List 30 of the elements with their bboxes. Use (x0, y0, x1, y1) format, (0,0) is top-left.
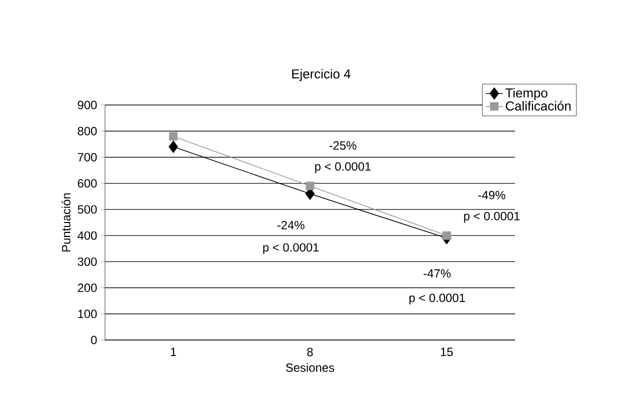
y-tick-label: 100 (78, 310, 97, 318)
point (168, 140, 178, 154)
annotation: p < 0.0001 (464, 212, 520, 223)
y-tick-label: 200 (78, 284, 97, 292)
x-tick-label: 8 (307, 348, 313, 356)
y-tick-label: 800 (78, 126, 97, 136)
y-tick-label: 600 (78, 179, 97, 188)
x-tick-label: 1 (170, 348, 176, 356)
annotation: -47% (424, 269, 451, 278)
y-axis-title: Puntuación (62, 193, 70, 252)
legend-label: Tiempo (505, 88, 548, 100)
annotation: -25% (329, 141, 356, 150)
x-axis-title: Sesiones (286, 363, 334, 372)
y-tick-label: 500 (78, 205, 97, 214)
annotation: -24% (277, 220, 304, 230)
y-tick-label: 300 (78, 257, 97, 266)
point (169, 132, 178, 141)
legend-label: Calificación (506, 100, 571, 111)
y-tick-label: 400 (78, 231, 97, 240)
point (442, 231, 451, 240)
annotation: p < 0.0001 (263, 243, 319, 254)
point (306, 182, 314, 190)
annotation: -49% (478, 190, 506, 200)
y-tick-label: 0 (91, 336, 97, 344)
annotation: p < 0.0001 (315, 162, 371, 174)
y-tick-label: 700 (78, 152, 97, 162)
annotation: p < 0.0001 (409, 294, 465, 304)
y-tick-label: 900 (78, 100, 97, 110)
x-tick-label: 15 (440, 348, 453, 356)
chart-title: Ejercicio 4 (292, 68, 350, 82)
